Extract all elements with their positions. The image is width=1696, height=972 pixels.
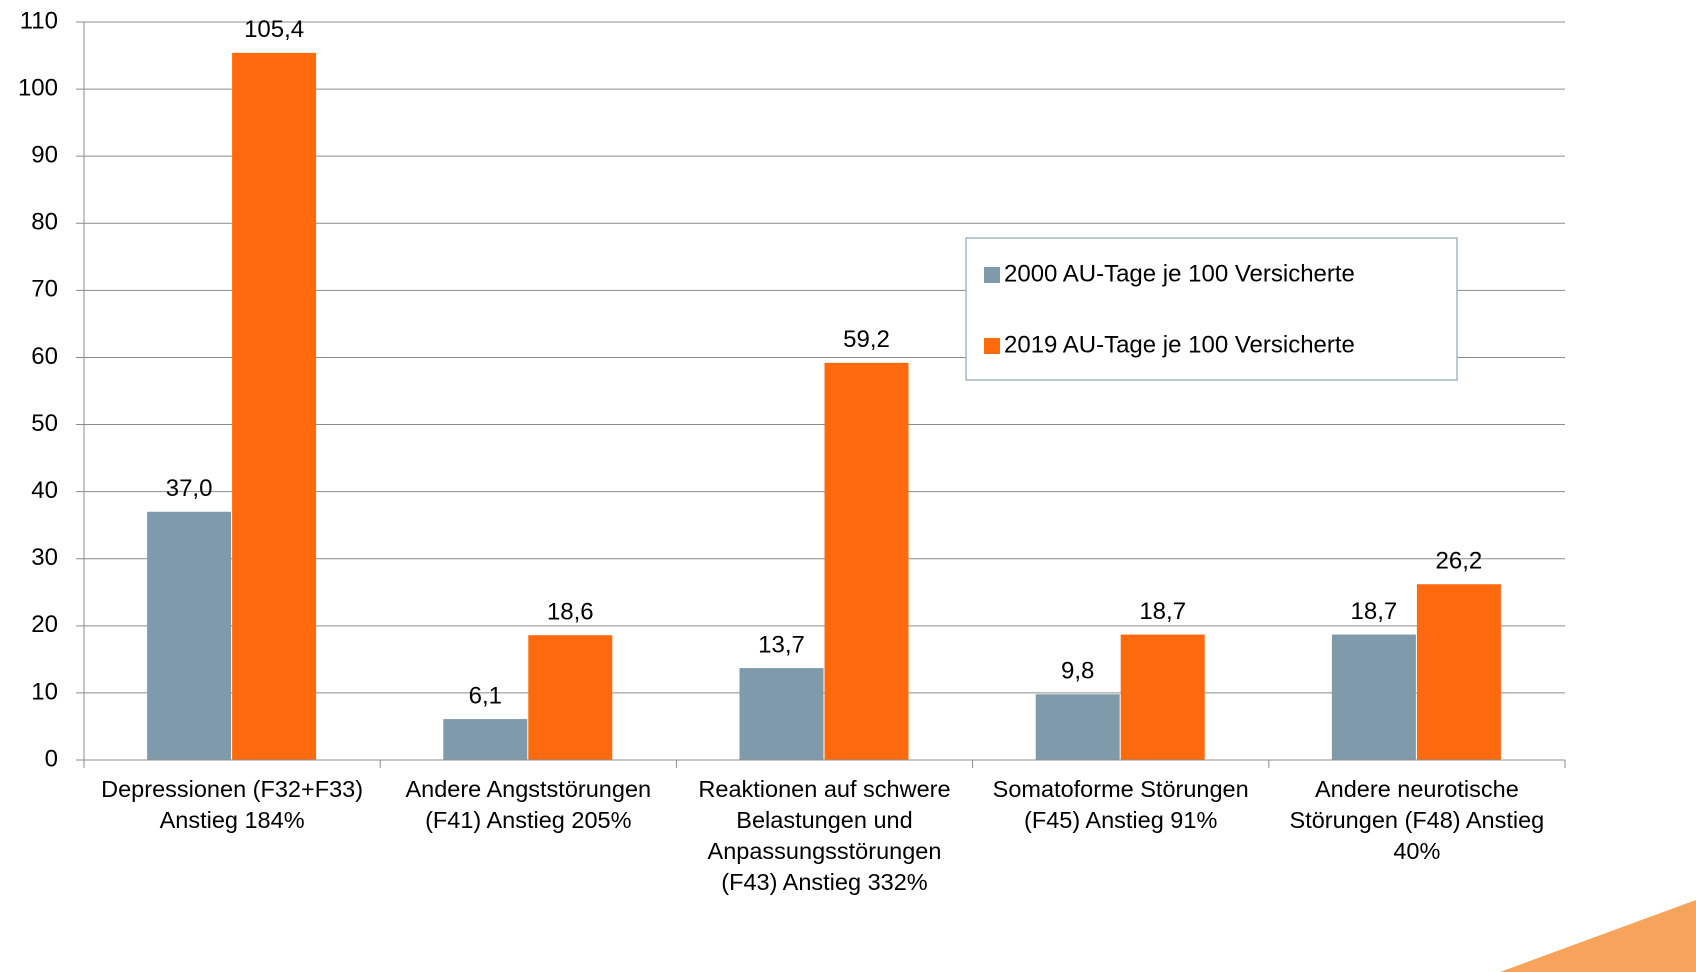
y-tick-label: 40 bbox=[31, 477, 58, 504]
data-label: 59,2 bbox=[843, 326, 890, 353]
legend-swatch bbox=[984, 267, 1000, 283]
x-tick-label: Somatoforme Störungen (F45) Anstieg 91% bbox=[992, 776, 1249, 833]
legend-swatch bbox=[984, 338, 1000, 354]
y-tick-label: 90 bbox=[31, 142, 58, 169]
legend-label: 2019 AU-Tage je 100 Versicherte bbox=[1004, 331, 1355, 358]
data-label: 105,4 bbox=[244, 16, 304, 43]
y-tick-label: 100 bbox=[18, 74, 58, 101]
bar bbox=[147, 511, 232, 760]
data-label: 26,2 bbox=[1436, 548, 1483, 575]
x-tick-label: Depressionen (F32+F33) Anstieg 184% bbox=[101, 776, 364, 833]
data-label: 37,0 bbox=[166, 475, 213, 502]
y-tick-label: 70 bbox=[31, 276, 58, 303]
y-tick-label: 80 bbox=[31, 209, 58, 236]
x-tick-label: Reaktionen auf schwere Belastungen und A… bbox=[698, 776, 951, 895]
data-label: 6,1 bbox=[469, 682, 502, 709]
bar bbox=[1331, 634, 1416, 760]
bar bbox=[1416, 584, 1501, 760]
bar bbox=[443, 719, 528, 760]
x-tick-label: Andere Angststörungen (F41) Anstieg 205% bbox=[405, 776, 652, 833]
data-label: 18,6 bbox=[547, 599, 594, 626]
bar bbox=[824, 362, 909, 760]
y-tick-label: 0 bbox=[45, 745, 58, 772]
data-label: 18,7 bbox=[1351, 598, 1398, 625]
decoration bbox=[1500, 900, 1696, 972]
legend-label: 2000 AU-Tage je 100 Versicherte bbox=[1004, 260, 1355, 287]
bar bbox=[1035, 694, 1120, 760]
y-tick-label: 50 bbox=[31, 410, 58, 437]
data-label: 18,7 bbox=[1139, 598, 1186, 625]
bar bbox=[739, 668, 824, 760]
y-tick-label: 60 bbox=[31, 343, 58, 370]
y-tick-label: 10 bbox=[31, 678, 58, 705]
y-tick-label: 30 bbox=[31, 544, 58, 571]
bar bbox=[1120, 634, 1205, 760]
bar bbox=[528, 635, 613, 760]
y-tick-label: 20 bbox=[31, 611, 58, 638]
data-label: 9,8 bbox=[1061, 658, 1094, 685]
x-tick-label: Andere neurotische Störungen (F48) Ansti… bbox=[1289, 776, 1545, 864]
bar bbox=[232, 52, 317, 760]
data-label: 13,7 bbox=[758, 631, 805, 658]
y-tick-label: 110 bbox=[20, 7, 58, 34]
legend-box bbox=[965, 237, 1458, 381]
